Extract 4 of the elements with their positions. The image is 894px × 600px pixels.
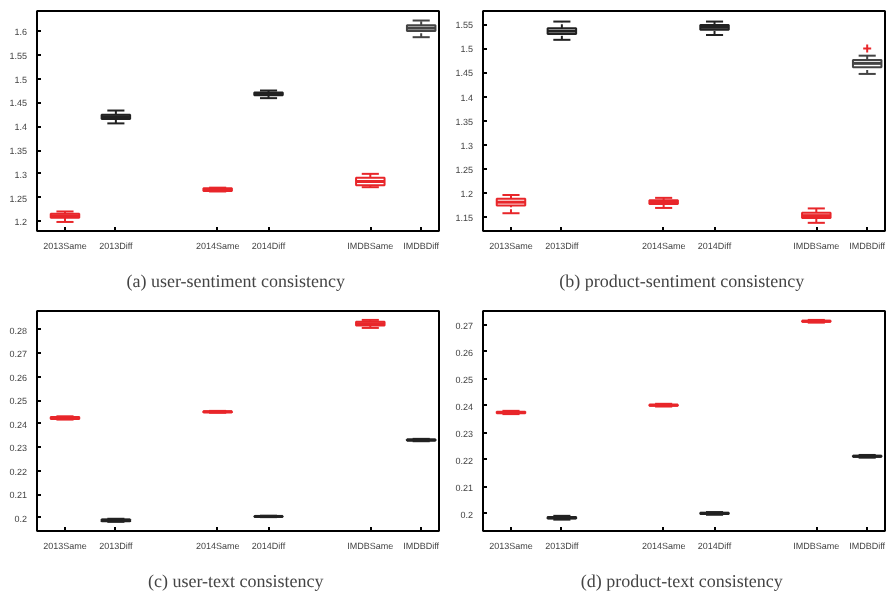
text: (d) product-text consistency [580, 571, 784, 591]
text: (b) product-sentiment consistency [559, 271, 806, 291]
text: (a) user-sentiment consistency [126, 271, 347, 291]
text: (c) user-text consistency [147, 571, 325, 591]
